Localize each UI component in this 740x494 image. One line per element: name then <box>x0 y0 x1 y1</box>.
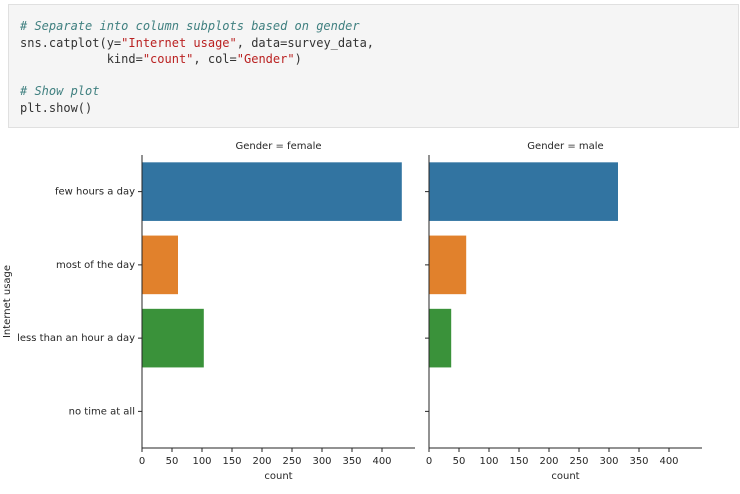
x-tick-label: 50 <box>453 456 466 467</box>
x-tick-label: 100 <box>479 456 498 467</box>
chart: Gender = female few hours a day most of th… <box>2 141 702 482</box>
code-line: # Show plot <box>20 84 100 98</box>
y-tick-label: no time at all <box>69 406 135 417</box>
code-line: kind="count", col="Gender") <box>20 52 302 66</box>
x-axis-label: count <box>264 471 292 482</box>
x-axis-label: count <box>551 471 579 482</box>
subplot-title: Gender = male <box>527 141 603 152</box>
code-cell[interactable]: # Separate into column subplots based on… <box>8 4 739 128</box>
bar <box>429 235 467 295</box>
bar <box>142 162 402 221</box>
x-tick-label: 350 <box>629 456 648 467</box>
x-tick-label: 0 <box>426 456 432 467</box>
code-block: # Show plot plt.show() <box>20 83 99 116</box>
code-line: sns.catplot(y="Internet usage", data=sur… <box>20 35 375 50</box>
x-tick-label: 400 <box>372 456 391 467</box>
x-tick-label: 300 <box>599 456 618 467</box>
x-tick-label: 250 <box>569 456 588 467</box>
x-tick-label: 250 <box>282 456 301 467</box>
x-tick-label: 350 <box>342 456 361 467</box>
x-tick-label: 400 <box>659 456 678 467</box>
y-tick-label: few hours a day <box>55 187 135 198</box>
y-tick-label: less than an hour a day <box>17 333 135 344</box>
code-line: # Separate into column subplots based on… <box>20 19 360 33</box>
bar <box>429 162 618 221</box>
x-tick-label: 150 <box>509 456 528 467</box>
code-block: # Separate into column subplots based on… <box>20 18 374 68</box>
x-tick-label: 200 <box>539 456 558 467</box>
x-tick-label: 150 <box>222 456 241 467</box>
x-tick-label: 200 <box>252 456 271 467</box>
subplot-title: Gender = female <box>235 141 321 152</box>
bar <box>142 235 178 295</box>
y-tick-label: most of the day <box>56 260 135 271</box>
bar <box>142 308 204 368</box>
x-tick-label: 0 <box>139 456 145 467</box>
bar <box>429 308 452 368</box>
code-line: plt.show() <box>20 100 93 115</box>
y-axis-label: Internet usage <box>2 265 13 338</box>
x-tick-label: 50 <box>166 456 179 467</box>
x-tick-label: 100 <box>192 456 211 467</box>
x-tick-label: 300 <box>312 456 331 467</box>
